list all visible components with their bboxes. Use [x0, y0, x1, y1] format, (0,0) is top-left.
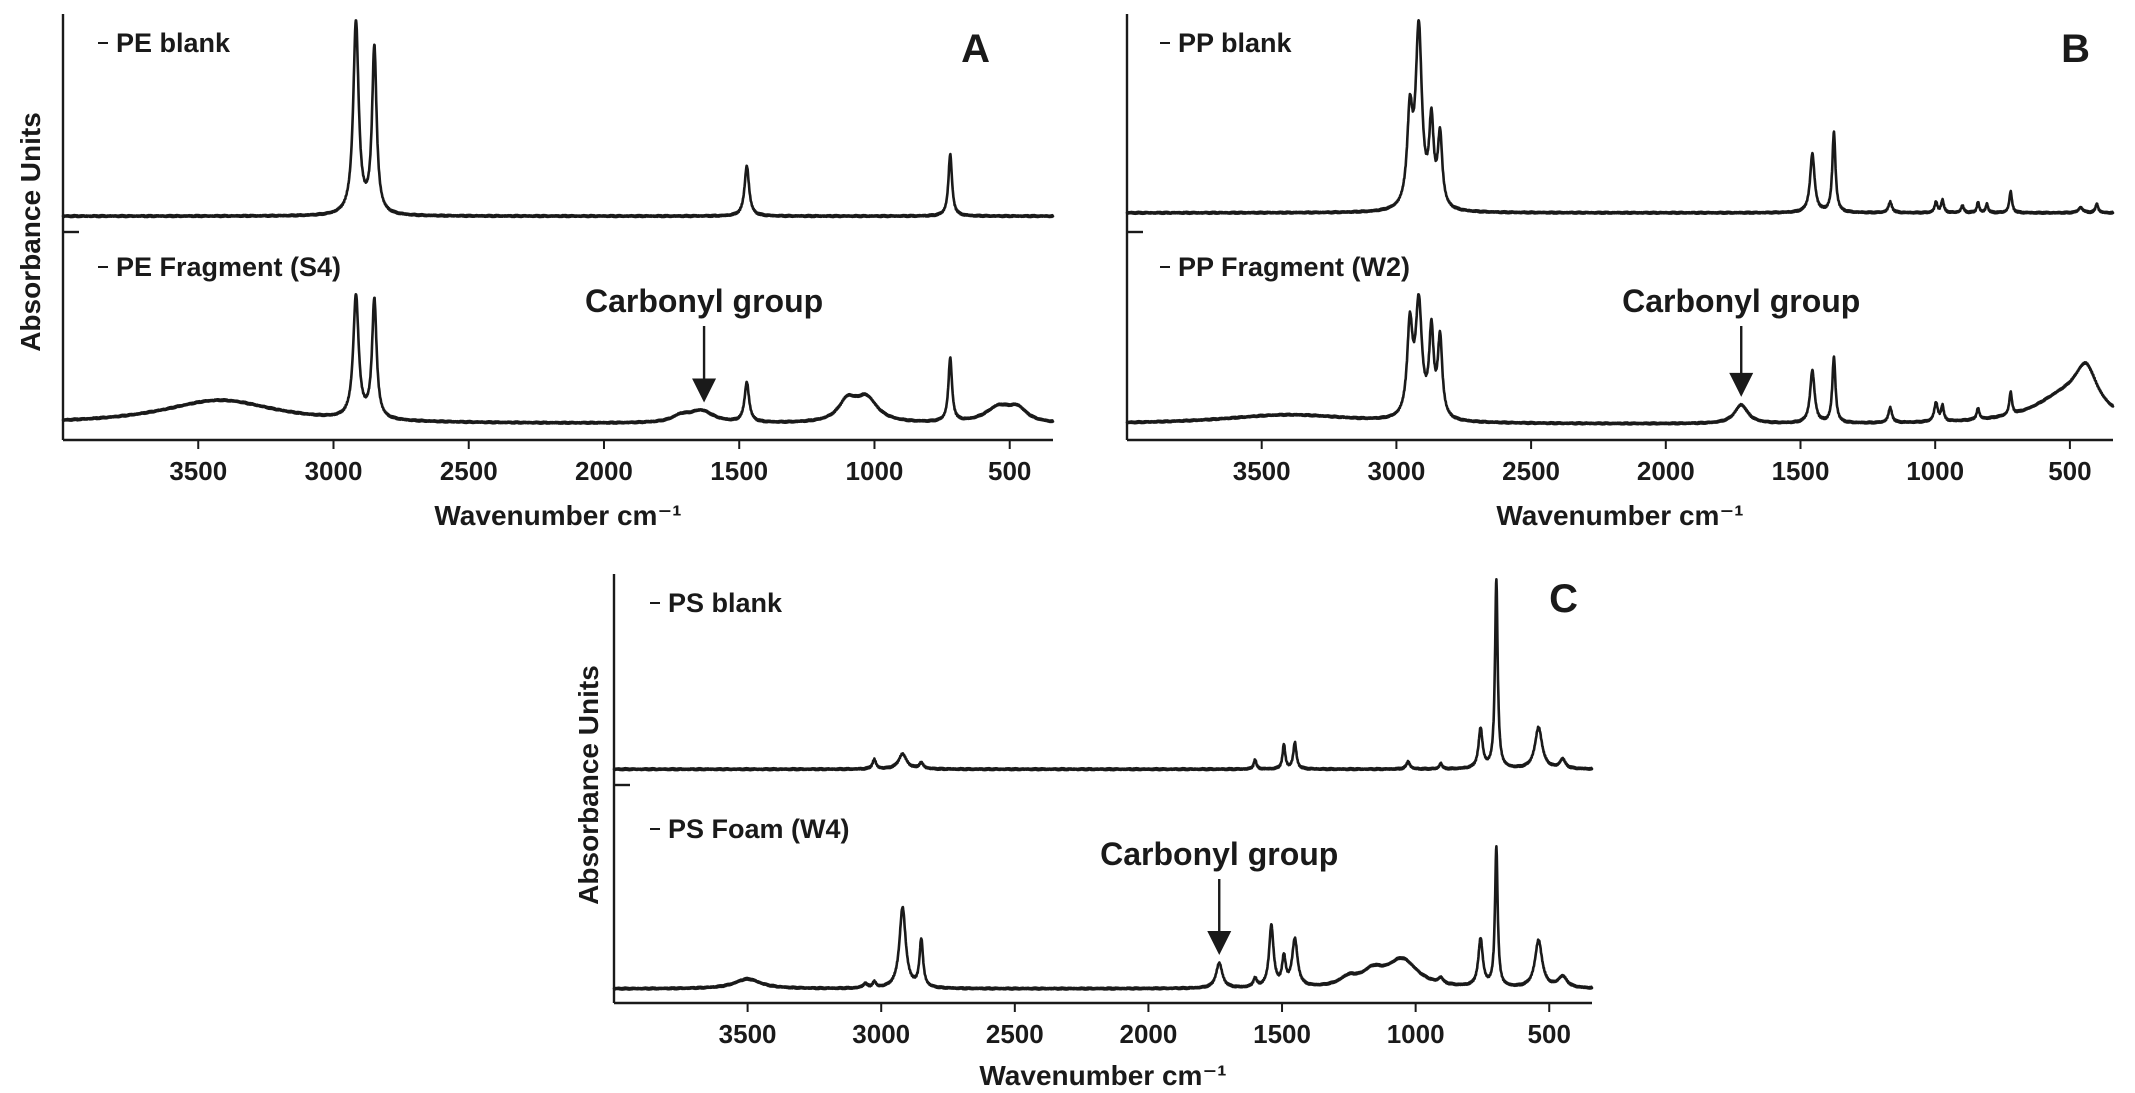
annotation-arrow-head	[1207, 930, 1232, 955]
legend-label: PP blank	[1178, 28, 1293, 58]
x-tick-label: 1000	[1387, 1019, 1445, 1049]
x-tick-label: 2500	[1502, 456, 1560, 486]
spectrum-line-sample	[1125, 292, 2115, 426]
legend-label: PS Foam (W4)	[668, 814, 850, 844]
x-tick-label: 2000	[575, 456, 633, 486]
legend-label: PP Fragment (W2)	[1178, 252, 1410, 282]
x-tick-label: 1000	[846, 456, 904, 486]
x-axis-title: Wavenumber cm⁻¹	[434, 500, 681, 531]
annotation-label: Carbonyl group	[585, 283, 823, 319]
x-tick-label: 3500	[169, 456, 227, 486]
panel-letter: A	[961, 27, 990, 71]
x-tick-label: 2000	[1637, 456, 1695, 486]
x-tick-label: 1500	[1253, 1019, 1311, 1049]
x-tick-label: 3500	[1233, 456, 1291, 486]
x-tick-label: 2500	[986, 1019, 1044, 1049]
y-axis-title: Absorbance Units	[573, 665, 604, 905]
spectrum-line-sample	[61, 292, 1055, 426]
panel-letter: C	[1549, 577, 1578, 621]
y-axis-title: Absorbance Units	[15, 112, 46, 352]
x-tick-label: 1500	[710, 456, 768, 486]
x-tick-label: 3000	[852, 1019, 910, 1049]
annotation-arrow-head	[1729, 372, 1754, 397]
panel-c: 3500 3000 2500 2000 1500 1000 500 Wavenumber cm…	[573, 574, 1594, 1091]
legend-label: PE blank	[116, 28, 231, 58]
x-axis-title: Wavenumber cm⁻¹	[979, 1060, 1226, 1091]
x-tick-label: 3000	[305, 456, 363, 486]
x-axis-title: Wavenumber cm⁻¹	[1496, 500, 1743, 531]
x-tick-label: 500	[988, 456, 1031, 486]
panel-a: 3500 3000 2500 2000 1500 1000 500 Wavenumber cm…	[15, 14, 1055, 531]
panel-letter: B	[2061, 27, 2090, 71]
x-tick-label: 3500	[719, 1019, 777, 1049]
x-tick-label: 500	[1528, 1019, 1571, 1049]
annotation-label: Carbonyl group	[1100, 836, 1338, 872]
x-tick-label: 2000	[1120, 1019, 1178, 1049]
x-tick-label: 3000	[1367, 456, 1425, 486]
legend-label: PS blank	[668, 588, 783, 618]
spectrum-line-blank	[612, 577, 1594, 772]
spectrum-line-blank	[1125, 18, 2115, 216]
panel-b: 3500 3000 2500 2000 1500 1000 500 Wavenumber cm…	[1125, 14, 2115, 531]
annotation-arrow-head	[692, 378, 717, 403]
spectrum-line-sample	[612, 844, 1594, 991]
x-tick-label: 1000	[1906, 456, 1964, 486]
x-tick-label: 500	[2048, 456, 2091, 486]
spectrum-line-blank	[61, 19, 1055, 219]
annotation-label: Carbonyl group	[1622, 283, 1860, 319]
x-tick-label: 2500	[440, 456, 498, 486]
legend-label: PE Fragment (S4)	[116, 252, 341, 282]
x-tick-label: 1500	[1772, 456, 1830, 486]
